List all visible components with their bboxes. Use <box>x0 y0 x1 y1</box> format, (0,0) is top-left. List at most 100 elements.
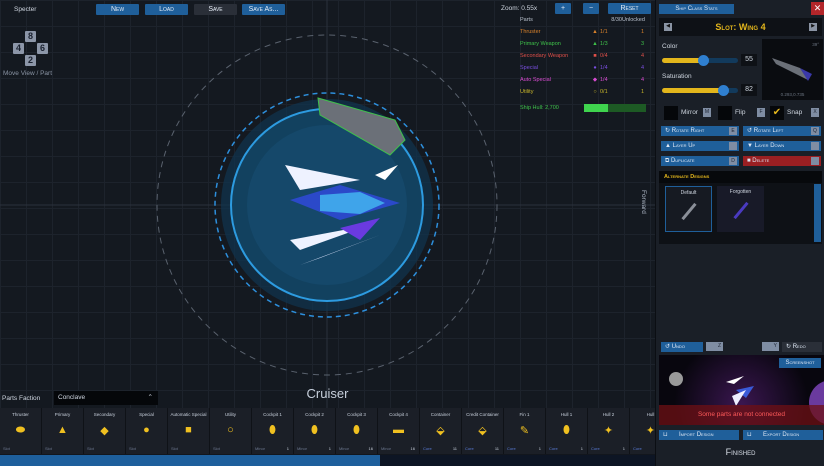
part-slot[interactable]: Hull ✦ Core <box>630 408 655 454</box>
unlocked-header: Unlocked <box>622 17 645 23</box>
mirror-label: Mirror <box>681 109 698 116</box>
part-slot[interactable]: Credit Container ⬙ Core 11 <box>462 408 504 454</box>
flip-checkbox[interactable] <box>718 106 732 120</box>
part-type-icon: ■ <box>593 53 597 59</box>
part-icon: ✦ <box>603 425 614 437</box>
part-type-icon: ● <box>593 65 597 71</box>
export-design-button[interactable]: ⊔ Export Design <box>743 430 823 440</box>
part-slot[interactable]: Hull 1 ⬮ Core 1 <box>546 408 588 454</box>
key-2[interactable]: 2 <box>25 55 36 66</box>
part-icon: ⬬ <box>15 424 26 436</box>
part-row: Special ● 1/4 4 <box>520 62 650 74</box>
rotate-left-icon: ↺ <box>747 128 754 134</box>
part-count: 1/1 <box>600 29 608 35</box>
slot-kind: Minor <box>255 446 266 451</box>
part-row: Thruster ▲ 1/1 1 <box>520 26 650 38</box>
layer-down-button[interactable]: ▼ Layer Down <box>743 141 821 151</box>
preview-coords: 0.293,0.735 <box>780 92 805 97</box>
part-icon: ▬ <box>393 424 404 436</box>
prev-slot-icon[interactable]: ◀ <box>664 23 672 31</box>
key-6[interactable]: 6 <box>37 43 48 54</box>
duplicate-button[interactable]: ⧉ Duplicate D <box>661 156 739 166</box>
save-as-button[interactable]: Save As... <box>242 4 285 15</box>
saturation-value[interactable]: 82 <box>741 84 757 96</box>
delete-button[interactable]: ■ Delete <box>743 156 821 166</box>
part-slot[interactable]: Cockpit 3 ⬮ Minor 16 <box>336 408 378 454</box>
layer-up-button[interactable]: ▲ Layer Up <box>661 141 739 151</box>
slot-title: Cockpit 3 <box>347 412 366 417</box>
part-slot[interactable]: Fin 1 ✎ Core 1 <box>504 408 546 454</box>
part-slot[interactable]: Secondary ◆ Slot <box>84 408 126 454</box>
part-slot[interactable]: Utility ○ Slot <box>210 408 252 454</box>
new-button[interactable]: New <box>96 4 139 15</box>
part-slot[interactable]: Automatic Special ■ Slot <box>168 408 210 454</box>
flip-label: Flip <box>735 109 746 116</box>
load-button[interactable]: Load <box>145 4 188 15</box>
ship-class-stats-button[interactable]: Ship Class Stats <box>659 4 734 14</box>
ship-preview-image <box>726 376 754 406</box>
slot-title: Cockpit 4 <box>389 412 408 417</box>
slot-count: 1 <box>286 446 289 451</box>
zoom-label: Zoom: 0.55x <box>501 5 538 12</box>
ship-editor-canvas[interactable]: Specter New Load Save Save As... 8 4 6 2… <box>0 0 655 410</box>
next-slot-icon[interactable]: ▶ <box>809 23 817 31</box>
part-unlocked: 1 <box>640 29 644 35</box>
part-name: Special <box>520 65 539 71</box>
designs-scrollbar[interactable] <box>814 184 821 242</box>
part-slot[interactable]: Cockpit 1 ⬮ Minor 1 <box>252 408 294 454</box>
zoom-in-button[interactable]: + <box>555 3 571 14</box>
zoom-out-button[interactable]: − <box>583 3 599 14</box>
duplicate-icon: ⧉ <box>665 158 671 164</box>
part-type-icon: ▲ <box>592 41 598 47</box>
slot-title: Hull 2 <box>602 412 615 417</box>
part-icon: ⬙ <box>436 425 445 437</box>
reset-button[interactable]: Reset <box>608 3 651 14</box>
mirror-checkbox[interactable] <box>664 106 678 120</box>
part-name: Utility <box>520 89 534 95</box>
move-view-label: Move View / Part <box>3 70 53 77</box>
alternate-designs-panel: Alternate Designs Default Forgotten <box>659 171 822 244</box>
part-slot[interactable]: Hull 2 ✦ Core 1 <box>588 408 630 454</box>
part-type-icon: ○ <box>593 89 597 95</box>
slot-kind: Slot <box>129 446 136 451</box>
export-icon: ⊔ <box>747 432 752 438</box>
parts-table: Parts 8/30 Unlocked Thruster ▲ 1/1 1 Primary W… <box>520 14 650 114</box>
selected-wing-part <box>317 97 406 156</box>
parts-faction-dropdown[interactable]: Conclave ⌃ <box>54 391 158 405</box>
finished-button[interactable]: Finished <box>725 447 756 457</box>
slot-count: 11 <box>452 446 457 451</box>
key-8[interactable]: 8 <box>25 31 36 42</box>
key-4[interactable]: 4 <box>13 43 24 54</box>
slot-count: 16 <box>410 446 415 451</box>
part-slot[interactable]: Primary ▲ Slot <box>42 408 84 454</box>
part-slot[interactable]: Thruster ⬬ Slot <box>0 408 42 454</box>
part-slot[interactable]: Special ● Slot <box>126 408 168 454</box>
color-value[interactable]: 55 <box>741 54 757 66</box>
part-slot[interactable]: Container ⬙ Core 11 <box>420 408 462 454</box>
part-slot[interactable]: Cockpit 4 ▬ Minor 16 <box>378 408 420 454</box>
parts-palette: Thruster ⬬ Slot Primary ▲ Slot Secondary ◆ Slot S… <box>0 408 655 454</box>
part-slot[interactable]: Cockpit 2 ⬮ Minor 1 <box>294 408 336 454</box>
part-count: 0/4 <box>600 53 608 59</box>
slot-kind: Slot <box>213 446 220 451</box>
rotate-right-button[interactable]: ↻ Rotate Right E <box>661 126 739 136</box>
part-unlocked: 4 <box>640 53 644 59</box>
saturation-slider[interactable] <box>662 85 738 96</box>
parts-count: 8/30 <box>611 17 622 23</box>
redo-button[interactable]: ↻ Redo <box>782 342 822 352</box>
design-forgotten[interactable]: Forgotten <box>717 186 764 232</box>
rotate-right-icon: ↻ <box>665 128 672 134</box>
screenshot-button[interactable]: Screenshot <box>779 358 821 368</box>
import-design-button[interactable]: ⊔ Import Design <box>659 430 739 440</box>
close-icon[interactable]: ✕ <box>811 2 824 15</box>
palette-scrollbar[interactable] <box>0 455 655 466</box>
snap-checkbox[interactable]: ✔ <box>770 106 784 120</box>
undo-button[interactable]: ↺ Undo <box>661 342 703 352</box>
color-slider[interactable] <box>662 55 738 66</box>
slot-kind: Minor <box>339 446 350 451</box>
rotate-left-button[interactable]: ↺ Rotate Left Q <box>743 126 821 136</box>
design-default[interactable]: Default <box>665 186 712 232</box>
slot-kind: Core <box>423 446 432 451</box>
scrollbar-thumb[interactable] <box>0 455 380 466</box>
save-button[interactable]: Save <box>194 4 237 15</box>
